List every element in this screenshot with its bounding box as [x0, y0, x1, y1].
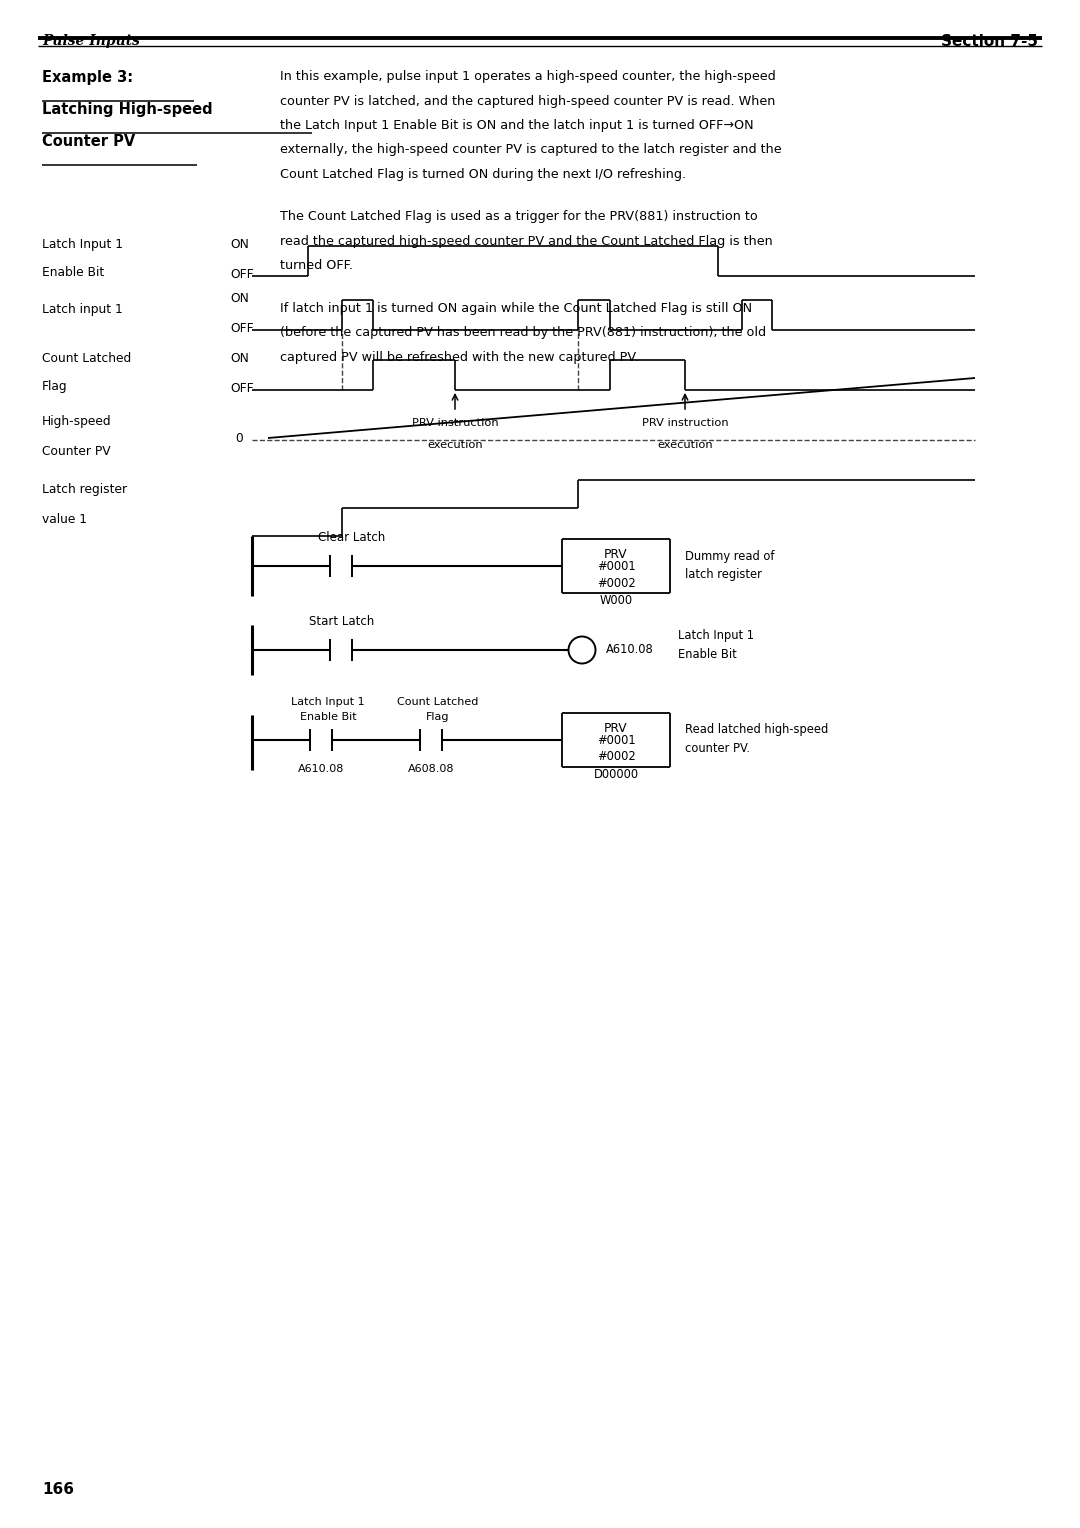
Text: ON: ON: [230, 238, 248, 252]
Text: PRV instruction: PRV instruction: [411, 419, 498, 428]
Text: ON: ON: [230, 353, 248, 365]
Text: read the captured high-speed counter PV and the Count Latched Flag is then: read the captured high-speed counter PV …: [280, 235, 773, 248]
Text: execution: execution: [428, 440, 483, 451]
Text: #0002: #0002: [596, 576, 635, 590]
Text: turned OFF.: turned OFF.: [280, 260, 353, 272]
Text: value 1: value 1: [42, 513, 87, 526]
Text: externally, the high-speed counter PV is captured to the latch register and the: externally, the high-speed counter PV is…: [280, 144, 782, 156]
Text: A610.08: A610.08: [298, 764, 345, 775]
Text: Latch Input 1: Latch Input 1: [42, 238, 123, 251]
Text: the Latch Input 1 Enable Bit is ON and the latch input 1 is turned OFF→ON: the Latch Input 1 Enable Bit is ON and t…: [280, 119, 754, 131]
Text: W000: W000: [599, 593, 633, 607]
Text: Flag: Flag: [42, 380, 68, 393]
Text: Clear Latch: Clear Latch: [319, 532, 386, 544]
Text: Pulse Inputs: Pulse Inputs: [42, 35, 140, 49]
Text: Count Latched: Count Latched: [42, 351, 132, 365]
Text: 166: 166: [42, 1482, 75, 1497]
Text: #0001: #0001: [596, 559, 635, 573]
Text: OFF: OFF: [230, 322, 254, 336]
Text: PRV: PRV: [604, 549, 627, 561]
Text: Example 3:: Example 3:: [42, 70, 133, 86]
Text: Section 7-5: Section 7-5: [941, 34, 1038, 49]
Text: counter PV is latched, and the captured high-speed counter PV is read. When: counter PV is latched, and the captured …: [280, 95, 775, 107]
Text: Counter PV: Counter PV: [42, 445, 110, 458]
Text: counter PV.: counter PV.: [685, 741, 750, 755]
Text: A610.08: A610.08: [606, 642, 653, 656]
Text: OFF: OFF: [230, 269, 254, 281]
Text: ON: ON: [230, 292, 248, 306]
Text: captured PV will be refreshed with the new captured PV.: captured PV will be refreshed with the n…: [280, 351, 638, 364]
Text: A608.08: A608.08: [408, 764, 455, 775]
Text: If latch input 1 is turned ON again while the Count Latched Flag is still ON: If latch input 1 is turned ON again whil…: [280, 303, 752, 315]
Text: Enable Bit: Enable Bit: [677, 648, 737, 660]
Text: (before the captured PV has been read by the PRV(881) instruction), the old: (before the captured PV has been read by…: [280, 327, 766, 339]
Text: OFF: OFF: [230, 382, 254, 396]
Text: In this example, pulse input 1 operates a high-speed counter, the high-speed: In this example, pulse input 1 operates …: [280, 70, 775, 83]
Text: Read latched high-speed: Read latched high-speed: [685, 723, 828, 736]
Text: Latching High-speed: Latching High-speed: [42, 102, 213, 118]
Text: Count Latched Flag is turned ON during the next I/O refreshing.: Count Latched Flag is turned ON during t…: [280, 168, 686, 180]
Text: Latch Input 1: Latch Input 1: [292, 697, 365, 707]
Text: Latch register: Latch register: [42, 483, 127, 497]
Text: Flag: Flag: [427, 712, 449, 723]
Text: 0: 0: [235, 431, 243, 445]
Text: #0001: #0001: [596, 733, 635, 747]
Text: Counter PV: Counter PV: [42, 134, 135, 150]
Text: Count Latched: Count Latched: [397, 697, 478, 707]
Text: Latch input 1: Latch input 1: [42, 304, 123, 316]
Text: Enable Bit: Enable Bit: [42, 266, 105, 280]
Text: Enable Bit: Enable Bit: [299, 712, 356, 723]
Text: PRV: PRV: [604, 723, 627, 735]
Text: High-speed: High-speed: [42, 416, 111, 428]
Text: latch register: latch register: [685, 567, 761, 581]
Text: D00000: D00000: [593, 767, 638, 781]
Text: #0002: #0002: [596, 750, 635, 764]
Text: Dummy read of: Dummy read of: [685, 550, 774, 562]
Text: Latch Input 1: Latch Input 1: [677, 630, 754, 642]
Text: The Count Latched Flag is used as a trigger for the PRV(881) instruction to: The Count Latched Flag is used as a trig…: [280, 211, 758, 223]
Text: execution: execution: [658, 440, 713, 451]
Text: PRV instruction: PRV instruction: [642, 419, 728, 428]
Text: Start Latch: Start Latch: [309, 614, 375, 628]
